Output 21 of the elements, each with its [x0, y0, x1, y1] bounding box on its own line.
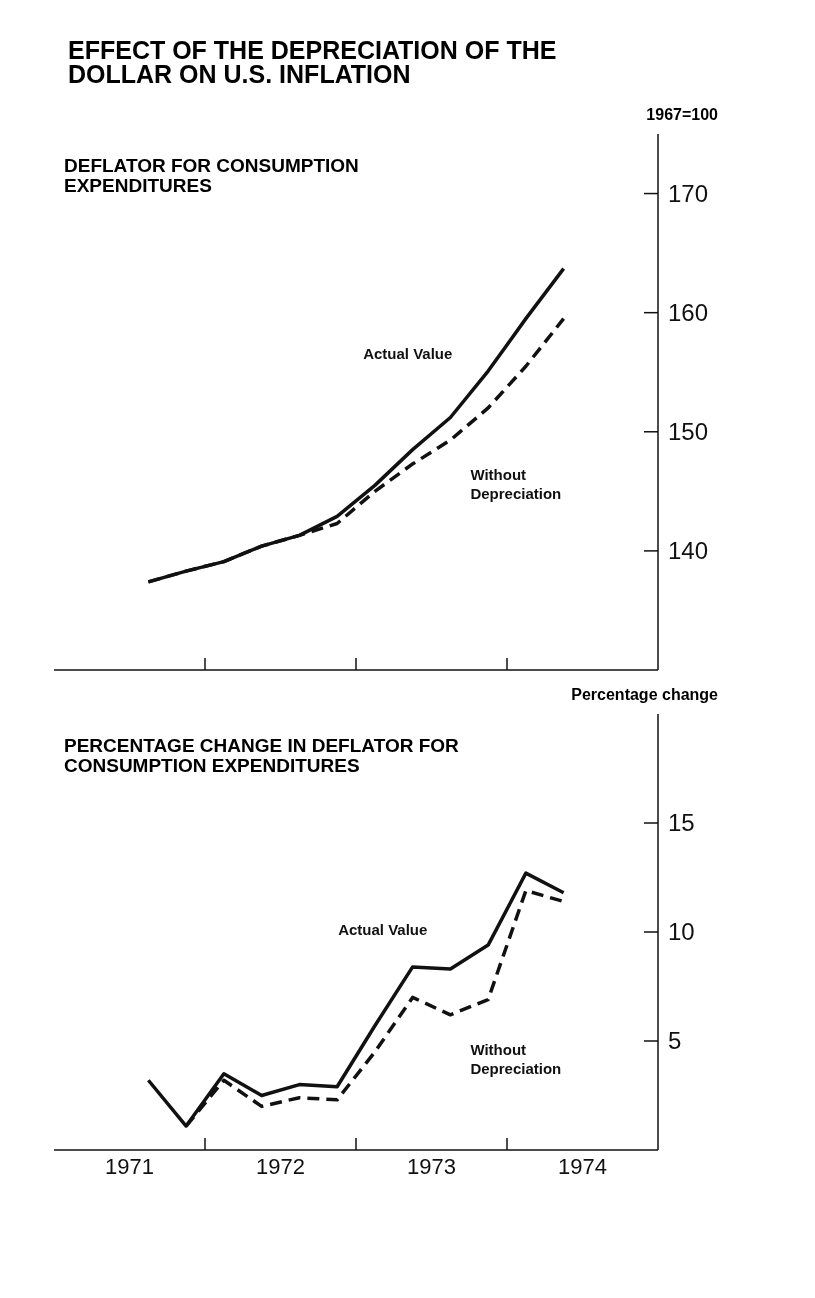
y-tick-label: 140	[668, 536, 709, 564]
x-tick-label: 1972	[256, 1154, 305, 1179]
chart-title: EFFECT OF THE DEPRECIATION OF THE DOLLAR ON U.S. INFLATION	[68, 36, 558, 88]
series-label: Actual Value	[338, 921, 428, 939]
y-tick-label: 150	[668, 417, 709, 445]
y-tick-label: 170	[668, 179, 709, 207]
text: Actual Value	[363, 345, 453, 363]
y-axis-title: 1967=100	[646, 106, 718, 124]
y-tick-label: 5	[668, 1027, 682, 1054]
text: PERCENTAGE CHANGE IN DEFLATOR FOR CONSUMPTION EXPENDITURES	[64, 735, 460, 776]
y-tick-label: 10	[668, 918, 695, 945]
text: Without Depreciation	[470, 466, 562, 503]
text: Without Depreciation	[470, 1040, 562, 1077]
line-series	[146, 871, 566, 1128]
x-tick-label: 1973	[407, 1154, 456, 1179]
y-tick-label: 15	[668, 809, 695, 836]
text: DEFLATOR FOR CONSUMPTION EXPENDITURES	[64, 155, 360, 196]
x-tick-label: 1974	[558, 1154, 607, 1179]
y-axis-title: Percentage change	[571, 686, 718, 704]
y-tick-label: 160	[668, 298, 709, 326]
x-tick-label: 1971	[105, 1154, 154, 1179]
